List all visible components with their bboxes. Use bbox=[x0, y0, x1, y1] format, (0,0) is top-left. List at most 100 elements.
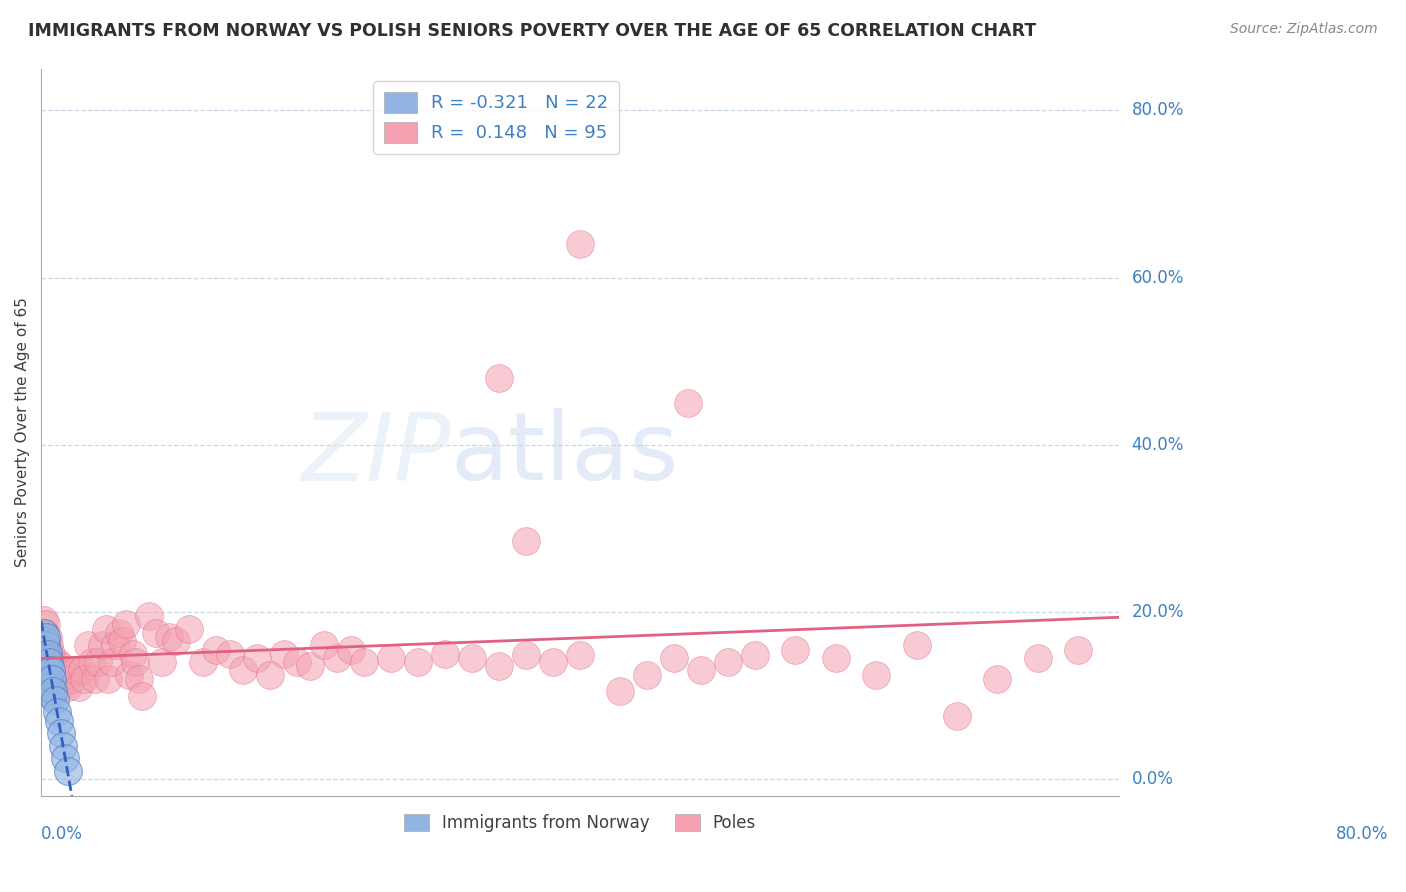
Point bbox=[56, 680, 79, 694]
Point bbox=[676, 396, 699, 410]
Point bbox=[52, 672, 75, 686]
Y-axis label: Seniors Poverty Over the Age of 65: Seniors Poverty Over the Age of 65 bbox=[15, 297, 30, 567]
Point bbox=[865, 667, 887, 681]
Point bbox=[111, 634, 134, 648]
Point bbox=[39, 680, 62, 694]
Text: IMMIGRANTS FROM NORWAY VS POLISH SENIORS POVERTY OVER THE AGE OF 65 CORRELATION : IMMIGRANTS FROM NORWAY VS POLISH SENIORS… bbox=[28, 22, 1036, 40]
Point bbox=[353, 655, 375, 669]
Point bbox=[541, 655, 564, 669]
Point bbox=[488, 659, 510, 673]
Point bbox=[86, 655, 108, 669]
Point bbox=[48, 714, 70, 728]
Point bbox=[515, 648, 537, 663]
Point bbox=[39, 647, 62, 661]
Point bbox=[157, 630, 180, 644]
Point bbox=[53, 664, 76, 678]
Point bbox=[53, 676, 76, 690]
Point bbox=[35, 630, 58, 644]
Text: 40.0%: 40.0% bbox=[1132, 435, 1184, 454]
Point bbox=[62, 672, 84, 686]
Point bbox=[34, 634, 56, 648]
Point bbox=[568, 648, 591, 663]
Point bbox=[115, 617, 138, 632]
Point bbox=[90, 639, 112, 653]
Point bbox=[785, 642, 807, 657]
Point bbox=[97, 672, 120, 686]
Point bbox=[59, 664, 82, 678]
Point bbox=[56, 764, 79, 778]
Point bbox=[150, 655, 173, 669]
Point bbox=[1067, 642, 1090, 657]
Point bbox=[38, 639, 60, 653]
Text: 60.0%: 60.0% bbox=[1132, 268, 1184, 286]
Point bbox=[312, 639, 335, 653]
Text: atlas: atlas bbox=[450, 408, 679, 500]
Point bbox=[38, 655, 60, 669]
Point bbox=[37, 651, 59, 665]
Point bbox=[46, 705, 69, 719]
Point bbox=[406, 655, 429, 669]
Point bbox=[905, 639, 928, 653]
Point bbox=[77, 639, 100, 653]
Point bbox=[118, 667, 141, 681]
Point bbox=[70, 664, 93, 678]
Point bbox=[824, 651, 846, 665]
Point bbox=[246, 651, 269, 665]
Point bbox=[41, 689, 63, 703]
Text: 0.0%: 0.0% bbox=[41, 825, 83, 843]
Point bbox=[41, 667, 63, 681]
Point bbox=[138, 609, 160, 624]
Point bbox=[131, 689, 153, 703]
Point bbox=[46, 655, 69, 669]
Point bbox=[744, 648, 766, 663]
Point bbox=[101, 655, 124, 669]
Point bbox=[946, 709, 969, 723]
Text: Source: ZipAtlas.com: Source: ZipAtlas.com bbox=[1230, 22, 1378, 37]
Point bbox=[259, 667, 281, 681]
Point bbox=[380, 651, 402, 665]
Point bbox=[82, 655, 104, 669]
Point bbox=[108, 625, 131, 640]
Point bbox=[717, 655, 740, 669]
Point bbox=[39, 664, 62, 678]
Point bbox=[488, 371, 510, 385]
Point bbox=[53, 751, 76, 765]
Legend: Immigrants from Norway, Poles: Immigrants from Norway, Poles bbox=[396, 807, 763, 838]
Point bbox=[35, 634, 58, 648]
Point bbox=[461, 651, 484, 665]
Point bbox=[121, 647, 143, 661]
Text: 20.0%: 20.0% bbox=[1132, 603, 1184, 621]
Text: 80.0%: 80.0% bbox=[1336, 825, 1388, 843]
Point bbox=[285, 655, 308, 669]
Point bbox=[37, 630, 59, 644]
Point bbox=[35, 617, 58, 632]
Point bbox=[568, 237, 591, 252]
Point bbox=[340, 642, 363, 657]
Point bbox=[42, 676, 65, 690]
Point bbox=[37, 642, 59, 657]
Point bbox=[32, 613, 55, 627]
Point bbox=[46, 672, 69, 686]
Point bbox=[38, 672, 60, 686]
Text: ZIP: ZIP bbox=[301, 409, 450, 500]
Point bbox=[299, 659, 322, 673]
Point bbox=[434, 647, 457, 661]
Point bbox=[104, 639, 127, 653]
Point bbox=[39, 659, 62, 673]
Point bbox=[42, 664, 65, 678]
Point bbox=[34, 625, 56, 640]
Point bbox=[515, 533, 537, 548]
Point bbox=[145, 625, 167, 640]
Point bbox=[49, 667, 72, 681]
Point bbox=[41, 672, 63, 686]
Point bbox=[52, 739, 75, 753]
Point bbox=[205, 642, 228, 657]
Point bbox=[45, 664, 67, 678]
Point bbox=[44, 684, 66, 698]
Point bbox=[37, 664, 59, 678]
Point bbox=[44, 672, 66, 686]
Point bbox=[165, 634, 187, 648]
Point bbox=[44, 692, 66, 706]
Point bbox=[986, 672, 1008, 686]
Point bbox=[65, 664, 87, 678]
